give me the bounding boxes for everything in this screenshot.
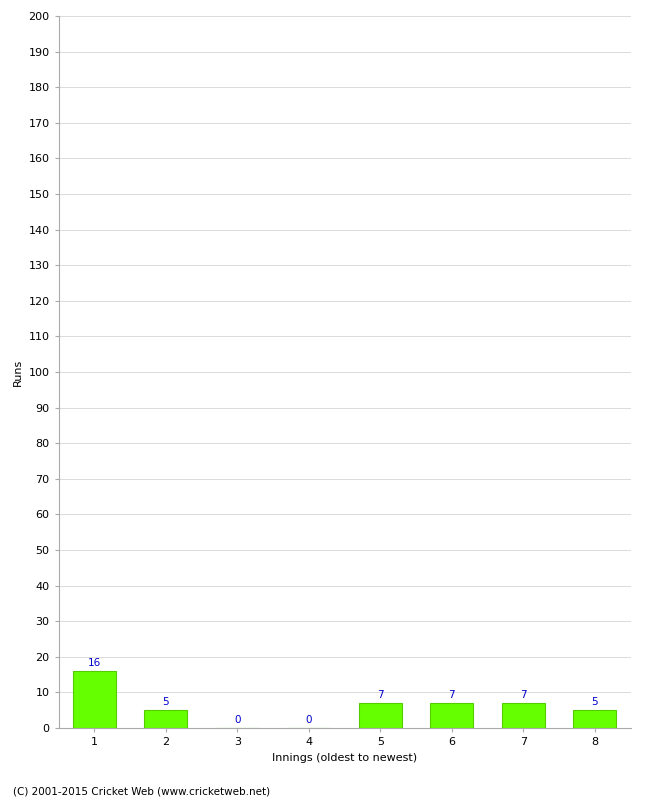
Text: 0: 0: [234, 715, 240, 725]
X-axis label: Innings (oldest to newest): Innings (oldest to newest): [272, 753, 417, 762]
Text: 5: 5: [592, 698, 598, 707]
Text: 7: 7: [520, 690, 526, 700]
Bar: [359, 703, 402, 728]
Text: 16: 16: [88, 658, 101, 668]
Bar: [502, 703, 545, 728]
Bar: [73, 671, 116, 728]
Text: 7: 7: [377, 690, 384, 700]
Bar: [144, 710, 187, 728]
Y-axis label: Runs: Runs: [13, 358, 23, 386]
Bar: [573, 710, 616, 728]
Text: (C) 2001-2015 Cricket Web (www.cricketweb.net): (C) 2001-2015 Cricket Web (www.cricketwe…: [13, 786, 270, 796]
Text: 5: 5: [162, 698, 169, 707]
Text: 0: 0: [306, 715, 312, 725]
Text: 7: 7: [448, 690, 455, 700]
Bar: [430, 703, 473, 728]
